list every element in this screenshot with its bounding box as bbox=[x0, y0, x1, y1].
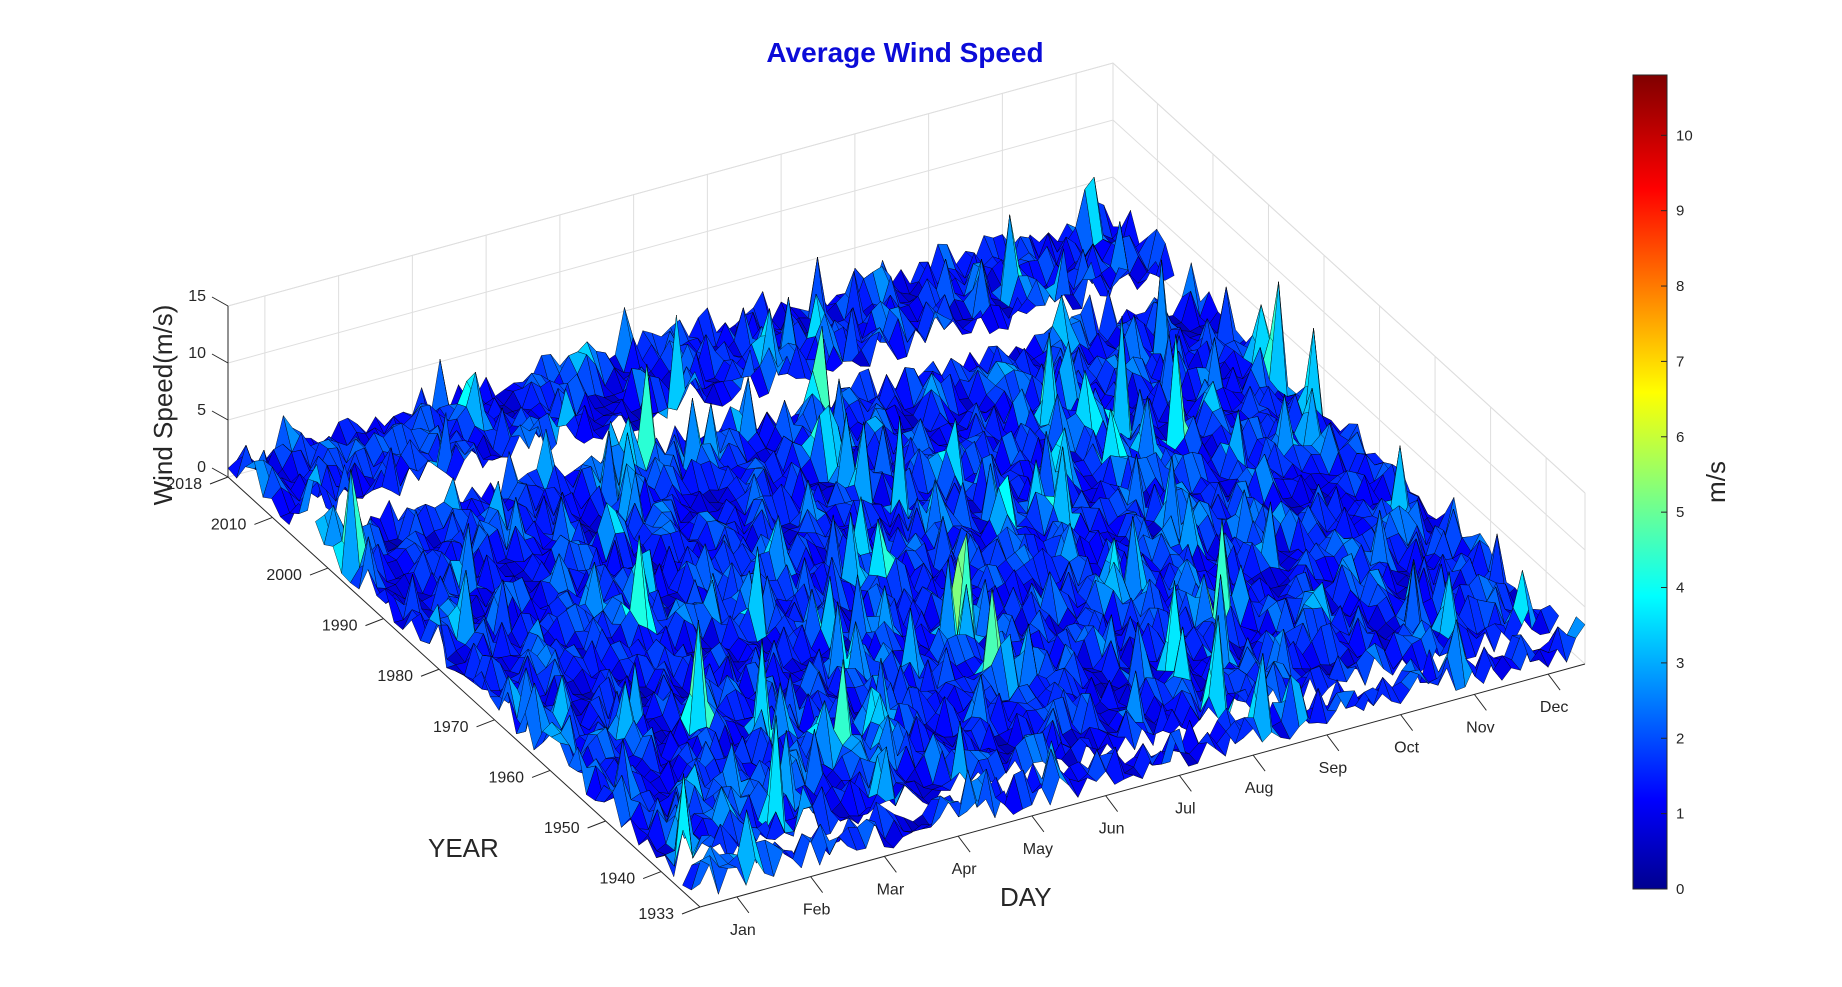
y-tick-mark bbox=[531, 769, 551, 778]
colorbar-tick-label: 1 bbox=[1676, 806, 1684, 823]
colorbar-label: m/s bbox=[1701, 461, 1731, 503]
x-tick-mark bbox=[1031, 815, 1045, 833]
x-tick-mark bbox=[1105, 795, 1119, 812]
y-tick-label: 2000 bbox=[266, 567, 302, 584]
y-tick-label: 1933 bbox=[638, 906, 674, 923]
y-tick-label: 1950 bbox=[544, 820, 580, 837]
x-tick-label: Feb bbox=[803, 902, 831, 919]
z-tick-label: 0 bbox=[197, 459, 206, 476]
colorbar-tick-label: 10 bbox=[1676, 127, 1693, 144]
z-tick-mark bbox=[211, 353, 229, 364]
surface-cell bbox=[1566, 616, 1586, 639]
y-tick-label: 1960 bbox=[488, 769, 524, 786]
x-tick-label: May bbox=[1023, 841, 1053, 858]
y-tick-label: 1940 bbox=[600, 871, 636, 888]
colorbar-tick-label: 3 bbox=[1676, 655, 1684, 672]
x-tick-label: Jan bbox=[730, 922, 756, 939]
x-tick-mark bbox=[1326, 734, 1340, 752]
x-tick-label: Sep bbox=[1319, 760, 1348, 777]
y-tick-label: 1980 bbox=[377, 668, 413, 685]
z-tick-mark bbox=[211, 410, 229, 421]
y-tick-mark bbox=[642, 871, 662, 880]
colorbar-tick-label: 4 bbox=[1676, 580, 1684, 597]
x-tick-label: Jun bbox=[1099, 821, 1125, 838]
x-tick-mark bbox=[1252, 754, 1266, 772]
x-tick-label: Oct bbox=[1394, 740, 1419, 757]
x-tick-mark bbox=[1473, 694, 1487, 711]
y-tick-label: 1990 bbox=[322, 618, 358, 635]
z-tick-label: 5 bbox=[197, 402, 206, 419]
x-tick-label: Mar bbox=[877, 881, 905, 898]
y-tick-mark bbox=[365, 618, 384, 627]
x-axis-label: DAY bbox=[1000, 882, 1052, 912]
colorbar-gradient bbox=[1632, 74, 1668, 890]
x-tick-label: Dec bbox=[1540, 699, 1568, 716]
x-tick-label: Aug bbox=[1245, 780, 1273, 797]
z-tick-label: 10 bbox=[188, 345, 206, 362]
z-tick-label: 15 bbox=[188, 288, 206, 305]
y-tick-mark bbox=[420, 668, 440, 677]
x-tick-mark bbox=[957, 835, 971, 853]
colorbar-tick-label: 9 bbox=[1676, 203, 1684, 220]
colorbar-tick-label: 5 bbox=[1676, 504, 1684, 521]
x-tick-label: Apr bbox=[952, 861, 978, 878]
surface-mesh bbox=[227, 176, 1586, 896]
x-tick-label: Nov bbox=[1466, 719, 1494, 736]
colorbar-tick-label: 0 bbox=[1676, 881, 1684, 898]
z-tick-mark bbox=[211, 467, 229, 478]
z-tick-mark bbox=[211, 296, 229, 307]
x-tick-mark bbox=[1400, 714, 1414, 731]
x-tick-label: Jul bbox=[1175, 800, 1195, 817]
colorbar-tick-label: 7 bbox=[1676, 353, 1684, 370]
y-tick-mark bbox=[681, 906, 701, 915]
z-axis-label: Wind Speed(m/s) bbox=[148, 305, 178, 506]
x-tick-mark bbox=[1547, 673, 1561, 691]
x-tick-mark bbox=[883, 856, 897, 873]
y-tick-mark bbox=[476, 719, 495, 728]
chart-title: Average Wind Speed bbox=[766, 37, 1043, 68]
colorbar-tick-label: 2 bbox=[1676, 730, 1684, 747]
x-tick-mark bbox=[736, 896, 750, 914]
colorbar-tick-label: 6 bbox=[1676, 429, 1684, 446]
y-tick-mark bbox=[587, 820, 606, 829]
y-tick-mark bbox=[209, 476, 229, 485]
colorbar-tick-label: 8 bbox=[1676, 278, 1684, 295]
y-tick-label: 2010 bbox=[211, 516, 247, 533]
y-axis-label: YEAR bbox=[428, 833, 499, 863]
y-tick-mark bbox=[254, 517, 273, 525]
x-tick-mark bbox=[1178, 775, 1192, 792]
y-tick-label: 1970 bbox=[433, 719, 469, 736]
y-tick-mark bbox=[309, 567, 329, 576]
x-tick-mark bbox=[810, 876, 824, 893]
colorbar: 0 1 2 3 4 5 6 7 8 9 10 m/s bbox=[1632, 74, 1731, 898]
